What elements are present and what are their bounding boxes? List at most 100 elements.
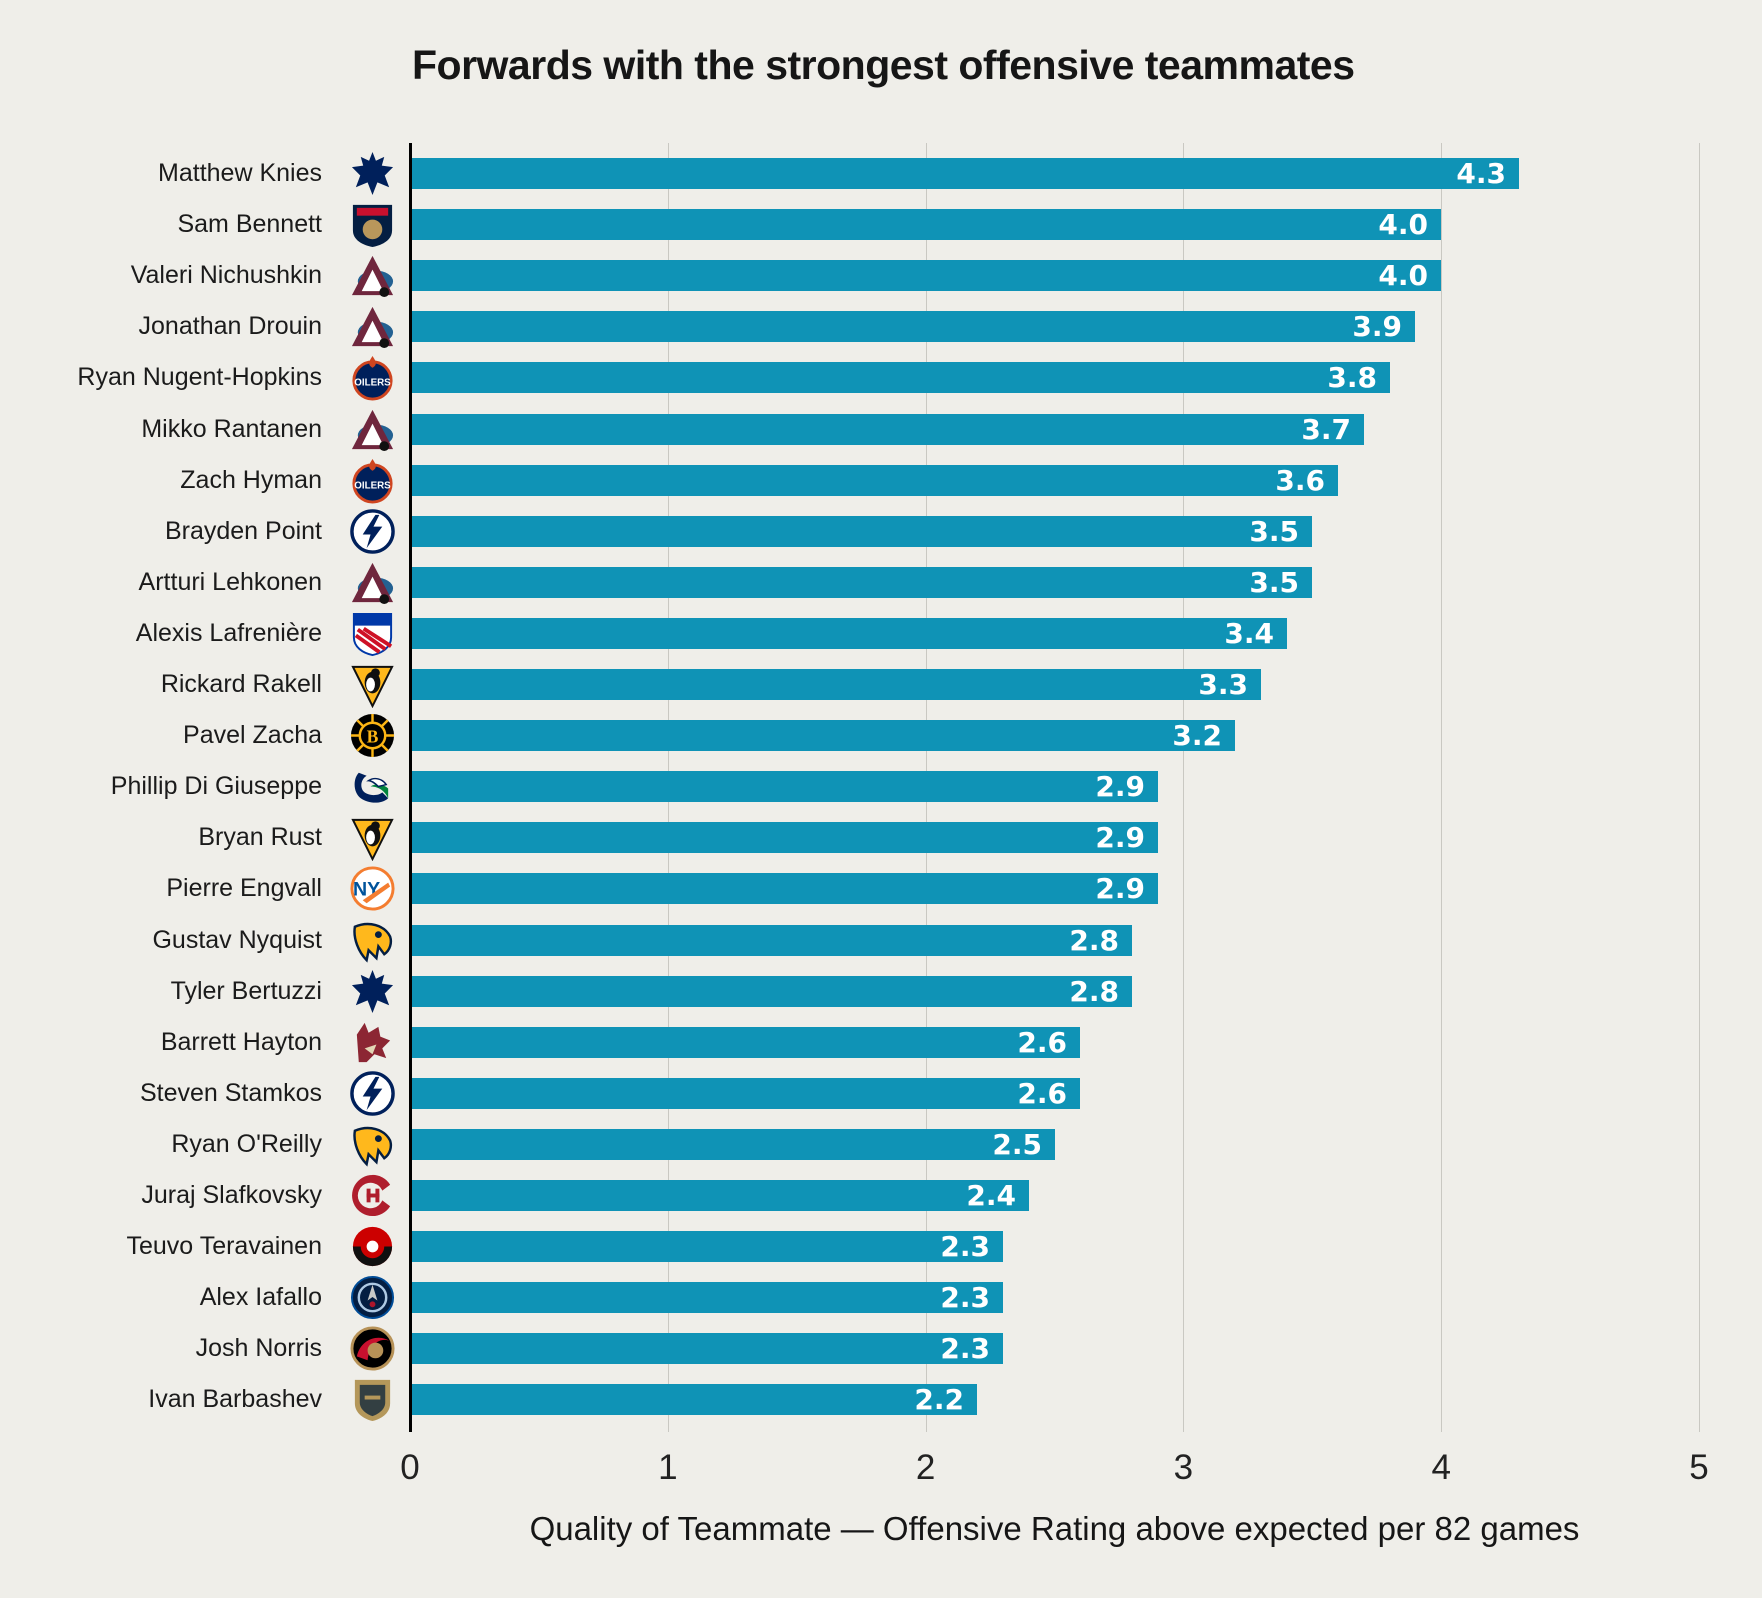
team-logo-colorado-avalanche-icon <box>351 306 393 349</box>
bar-row: Jonathan Drouin 3.9 <box>0 306 1762 349</box>
x-axis-title: Quality of Teammate — Offensive Rating a… <box>529 1510 1580 1547</box>
bar-row: Pierre Engvall NY 2.9 <box>0 866 1762 911</box>
team-logo-winnipeg-jets-icon <box>350 1275 394 1320</box>
chart-title: Forwards with the strongest offensive te… <box>412 42 1355 88</box>
team-logo-ottawa-senators-icon <box>349 1326 395 1371</box>
value-bar: 2.6 <box>410 1026 1080 1059</box>
bar-value-label: 2.6 <box>1017 1026 1067 1059</box>
value-bar: 3.5 <box>410 566 1312 599</box>
team-logo-tampa-bay-lightning-icon <box>349 509 395 554</box>
value-bar: 2.3 <box>410 1332 1003 1365</box>
team-logo-carolina-hurricanes-icon <box>339 1223 405 1271</box>
team-logo-nashville-predators-icon <box>352 922 392 963</box>
player-name-label: Valeri Nichushkin <box>130 261 322 289</box>
bar-value-label: 3.9 <box>1352 310 1402 343</box>
bar-row: Alexis Lafrenière 3.4 <box>0 612 1762 657</box>
value-bar: 4.3 <box>410 157 1519 190</box>
bar-value-label: 3.5 <box>1249 515 1299 548</box>
bar-row: Brayden Point 3.5 <box>0 509 1762 554</box>
value-bar: 3.3 <box>410 668 1261 701</box>
player-name-label: Mikko Rantanen <box>141 415 322 443</box>
gridline-x-4 <box>1441 143 1443 1432</box>
bar-row: Artturi Lehkonen 3.5 <box>0 562 1762 605</box>
team-logo-arizona-coyotes-icon <box>339 1019 405 1067</box>
value-bar: 2.5 <box>410 1128 1055 1161</box>
player-name-label: Artturi Lehkonen <box>138 568 322 596</box>
team-logo-new-york-rangers-icon <box>352 612 392 657</box>
bar-row: Ivan Barbashev 2.2 <box>0 1379 1762 1422</box>
value-bar: 2.6 <box>410 1077 1080 1110</box>
player-name-label: Teuvo Teravainen <box>126 1232 322 1260</box>
x-tick-label-2: 2 <box>915 1448 936 1487</box>
value-bar: 2.9 <box>410 872 1158 905</box>
team-logo-edmonton-oilers-icon: OILERS <box>351 458 393 504</box>
team-logo-new-york-rangers-icon <box>339 610 405 658</box>
gridline-x-3 <box>1183 143 1185 1432</box>
team-logo-colorado-avalanche-icon <box>351 562 393 605</box>
bar-row: Rickard Rakell 3.3 <box>0 665 1762 708</box>
team-logo-montreal-canadiens-icon <box>351 1174 390 1217</box>
team-logo-toronto-maple-leafs-icon <box>351 969 393 1014</box>
bar-value-label: 2.3 <box>940 1281 990 1314</box>
team-logo-colorado-avalanche-icon <box>351 409 393 452</box>
team-logo-nashville-predators-icon <box>352 1126 392 1167</box>
bar-value-label: 2.4 <box>966 1179 1016 1212</box>
team-logo-tampa-bay-lightning-icon <box>349 1071 395 1116</box>
gridline-x-5 <box>1699 143 1700 1432</box>
bar-value-label: 2.8 <box>1069 924 1119 957</box>
value-bar: 2.3 <box>410 1281 1003 1314</box>
player-name-label: Brayden Point <box>164 517 322 545</box>
svg-text:NY: NY <box>353 878 380 900</box>
x-tick-label-5: 5 <box>1689 1448 1709 1487</box>
player-name-label: Gustav Nyquist <box>152 926 322 954</box>
team-logo-pittsburgh-penguins-icon <box>339 814 405 862</box>
team-logo-edmonton-oilers-icon: OILERS <box>339 354 405 402</box>
team-logo-toronto-maple-leafs-icon <box>351 151 393 196</box>
bar-row: Josh Norris 2.3 <box>0 1326 1762 1371</box>
player-name-label: Alexis Lafrenière <box>135 619 322 647</box>
bar-row: Matthew Knies 4.3 <box>0 151 1762 196</box>
team-logo-toronto-maple-leafs-icon <box>339 968 405 1016</box>
team-logo-winnipeg-jets-icon <box>339 1274 405 1322</box>
value-bar: 3.8 <box>410 361 1390 394</box>
bar-row: Valeri Nichushkin 4.0 <box>0 255 1762 298</box>
bar-value-label: 2.3 <box>940 1230 990 1263</box>
team-logo-arizona-coyotes-icon <box>356 1022 390 1063</box>
team-logo-colorado-avalanche-icon <box>351 255 393 298</box>
team-logo-colorado-avalanche-icon <box>339 559 405 607</box>
bar-row: Teuvo Teravainen 2.3 <box>0 1226 1762 1267</box>
value-bar: 3.4 <box>410 617 1287 650</box>
x-tick-label-3: 3 <box>1173 1448 1194 1487</box>
value-bar: 3.6 <box>410 464 1338 497</box>
player-name-label: Phillip Di Giuseppe <box>110 772 322 800</box>
bar-row: Juraj Slafkovsky 2.4 <box>0 1174 1762 1217</box>
player-name-label: Juraj Slafkovsky <box>141 1181 322 1209</box>
player-name-label: Rickard Rakell <box>160 670 322 698</box>
team-logo-carolina-hurricanes-icon <box>352 1226 392 1267</box>
team-logo-colorado-avalanche-icon <box>339 406 405 454</box>
bar-value-label: 2.2 <box>914 1383 964 1416</box>
x-tick-label-1: 1 <box>658 1448 678 1487</box>
team-logo-tampa-bay-lightning-icon <box>339 508 405 556</box>
value-bar: 2.2 <box>410 1383 977 1416</box>
player-name-label: Josh Norris <box>195 1334 322 1362</box>
bar-value-label: 2.9 <box>1095 821 1145 854</box>
team-logo-new-york-islanders-icon: NY <box>349 866 395 911</box>
value-bar: 4.0 <box>410 259 1441 292</box>
team-logo-nashville-predators-icon <box>339 917 405 965</box>
bar-value-label: 4.3 <box>1456 157 1506 190</box>
player-name-label: Bryan Rust <box>198 823 322 851</box>
team-logo-pittsburgh-penguins-icon <box>339 661 405 709</box>
bar-row: Barrett Hayton 2.6 <box>0 1022 1762 1063</box>
value-bar: 2.4 <box>410 1179 1029 1212</box>
bar-value-label: 3.5 <box>1249 566 1299 599</box>
bar-value-label: 2.6 <box>1017 1077 1067 1110</box>
player-name-label: Zach Hyman <box>180 466 322 494</box>
team-logo-vegas-golden-knights-icon <box>354 1379 390 1422</box>
value-bar: 4.0 <box>410 208 1441 241</box>
player-name-label: Jonathan Drouin <box>138 312 322 340</box>
player-name-label: Ivan Barbashev <box>148 1385 322 1413</box>
value-bar: 2.8 <box>410 975 1132 1008</box>
bar-value-label: 3.3 <box>1198 668 1248 701</box>
bar-row: Zach Hyman OILERS 3.6 <box>0 458 1762 504</box>
